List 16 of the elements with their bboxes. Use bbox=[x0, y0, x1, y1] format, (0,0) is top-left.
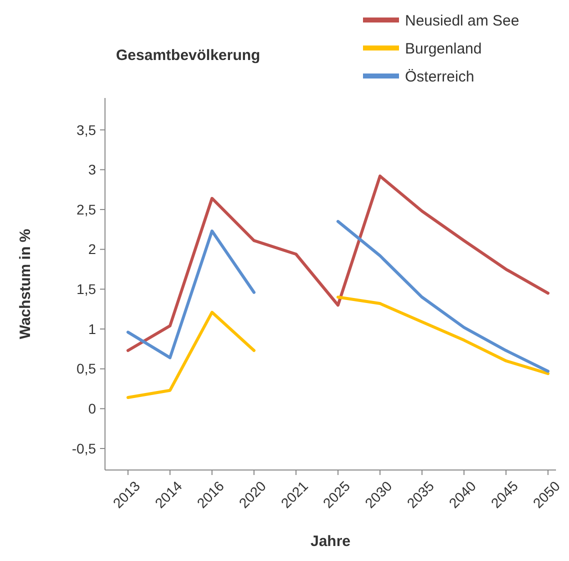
y-tick-label: 3 bbox=[88, 162, 96, 178]
y-tick-label: 0 bbox=[88, 400, 96, 417]
y-tick-label: 2 bbox=[88, 241, 96, 258]
y-axis-title: Wachstum in % bbox=[17, 228, 34, 340]
legend-label: Österreich bbox=[405, 68, 474, 86]
y-tick-label: 3,5 bbox=[76, 122, 96, 138]
y-tick-label: 1,5 bbox=[76, 281, 96, 298]
x-axis-title: Jahre bbox=[310, 533, 351, 550]
y-tick-label: -0,5 bbox=[72, 440, 96, 456]
legend-label: Burgenland bbox=[405, 40, 482, 58]
y-tick-label: 1 bbox=[88, 320, 96, 337]
y-tick-label: 2,5 bbox=[76, 201, 96, 218]
line-series bbox=[126, 174, 550, 352]
y-tick-label: 0,5 bbox=[76, 360, 96, 377]
chart-title: Gesamtbevölkerung bbox=[116, 47, 260, 64]
legend-label: Neusiedl am See bbox=[405, 12, 520, 30]
